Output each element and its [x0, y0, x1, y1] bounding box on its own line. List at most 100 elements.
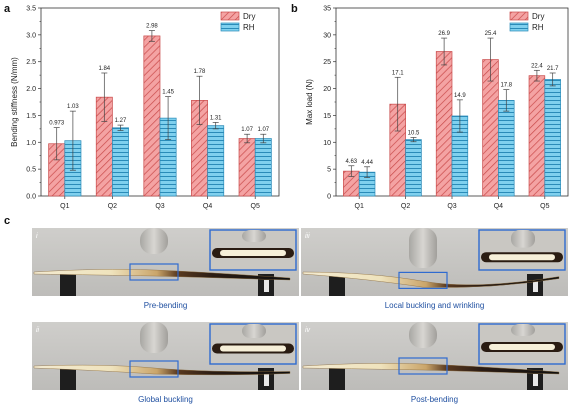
x-tick-label: Q2 [108, 203, 117, 210]
loading-probe [140, 322, 168, 353]
loading-probe [409, 228, 437, 268]
data-label: 4.63 [345, 159, 357, 165]
legend-swatch-rh [220, 22, 240, 32]
y-tick-label: 2.0 [26, 86, 36, 93]
bar-dry-q5 [238, 138, 256, 197]
legend-swatch-dry [509, 11, 529, 21]
legend-label-dry: Dry [243, 12, 255, 21]
data-label: 26.9 [438, 31, 450, 37]
zoom-inset [478, 229, 566, 271]
y-tick-label: 15 [323, 113, 331, 120]
y-tick-label: 0.5 [26, 167, 36, 174]
photo-grid: i Pre-bending iii Local buckling and wrinkl… [32, 228, 568, 404]
photo-caption: Pre-bending [144, 301, 188, 310]
legend-label-rh: RH [532, 23, 544, 32]
support-label [264, 280, 269, 292]
panel-label-b: b [291, 3, 298, 15]
data-label: 1.78 [194, 69, 206, 75]
x-tick-label: Q5 [540, 203, 549, 210]
y-tick-label: 1.5 [26, 113, 36, 120]
inset-probe [511, 230, 535, 248]
left-support [329, 368, 345, 390]
y-tick-label: 0.0 [26, 194, 36, 201]
zoom-region-box [398, 271, 448, 290]
inset-probe [242, 324, 266, 338]
porcupine-quill [302, 363, 560, 375]
y-tick-label: 35 [323, 6, 331, 13]
zoom-inset [209, 229, 297, 271]
legend-swatch-rh [509, 22, 529, 32]
left-support [60, 368, 76, 390]
data-label: 14.9 [454, 93, 466, 99]
panel-index-ii: ii [36, 327, 40, 334]
data-label: 17.8 [500, 83, 512, 89]
legend-swatch-dry [220, 11, 240, 21]
data-label: 0.973 [49, 121, 65, 127]
data-label: 2.98 [146, 24, 158, 30]
x-tick-label: Q3 [447, 203, 456, 210]
panel-index-iii: iii [305, 233, 310, 240]
photo-caption: Local buckling and wrinkling [385, 301, 485, 310]
x-tick-label: Q1 [355, 203, 364, 210]
left-support [329, 274, 345, 296]
inset-quill-core [489, 344, 555, 350]
chart-bending-stiffness: 0.0 0.5 1.0 1.5 2.0 2.5 3.0 3.5 Bending stiffnes… [10, 6, 280, 210]
x-tick-label: Q5 [251, 203, 260, 210]
bar-rh-q5 [544, 79, 561, 197]
y-tick-label: 5 [327, 167, 331, 174]
panel-index-iv: iv [305, 327, 311, 334]
support-label [264, 374, 269, 386]
data-label: 10.5 [408, 130, 420, 136]
inset-quill-core [220, 345, 286, 352]
loading-probe [140, 228, 168, 254]
inset-quill-core [489, 254, 555, 261]
bar-rh-q2 [405, 139, 422, 197]
data-label: 1.31 [210, 115, 222, 121]
x-tick-label: Q4 [494, 203, 503, 210]
y-tick-label: 1.0 [26, 140, 36, 147]
bar-rh-q5 [254, 138, 272, 197]
y-tick-label: 10 [323, 140, 331, 147]
zoom-inset [478, 323, 566, 365]
y-tick-label: 3.5 [26, 6, 36, 13]
data-label: 25.4 [485, 31, 497, 37]
zoom-region-box [129, 263, 179, 281]
y-axis-label: Max load (N) [305, 79, 314, 125]
panel-index-i: i [36, 233, 38, 240]
x-tick-label: Q3 [155, 203, 164, 210]
y-tick-label: 25 [323, 59, 331, 66]
porcupine-quill [302, 271, 560, 288]
data-label: 1.03 [67, 104, 79, 110]
x-tick-label: Q1 [60, 203, 69, 210]
panel-label-c: c [4, 215, 10, 227]
y-tick-label: 30 [323, 32, 331, 39]
porcupine-quill [33, 364, 291, 376]
legend-label-dry: Dry [532, 12, 544, 21]
bar-rh-q4 [207, 125, 225, 197]
inset-probe [511, 324, 535, 336]
chart-max-load: 0 5 10 15 20 25 30 35 Max load (N) Q1 4.63 4.44 Q2 17… [305, 6, 569, 210]
porcupine-quill [33, 269, 291, 281]
photo-caption: Global buckling [138, 395, 193, 404]
left-support [60, 274, 76, 296]
y-tick-label: 0 [327, 194, 331, 201]
loading-probe [409, 322, 437, 348]
data-label: 1.07 [241, 127, 253, 133]
data-label: 17.1 [392, 70, 404, 76]
bar-rh-q4 [498, 100, 515, 197]
data-label: 1.84 [98, 66, 110, 72]
inset-quill-core [220, 250, 286, 256]
data-label: 22.4 [531, 63, 543, 69]
panel-label-a: a [4, 3, 11, 15]
y-axis-label: Bending stiffness (N/mm) [10, 57, 19, 147]
y-tick-label: 20 [323, 86, 331, 93]
photo-panel-ii: ii Global buckling [32, 322, 299, 404]
zoom-region-box [129, 360, 179, 378]
legend-label-rh: RH [243, 23, 255, 32]
y-tick-label: 2.5 [26, 59, 36, 66]
data-label: 4.44 [361, 160, 373, 166]
y-tick-label: 3.0 [26, 32, 36, 39]
data-label: 1.27 [115, 118, 127, 124]
zoom-region-box [398, 357, 448, 375]
